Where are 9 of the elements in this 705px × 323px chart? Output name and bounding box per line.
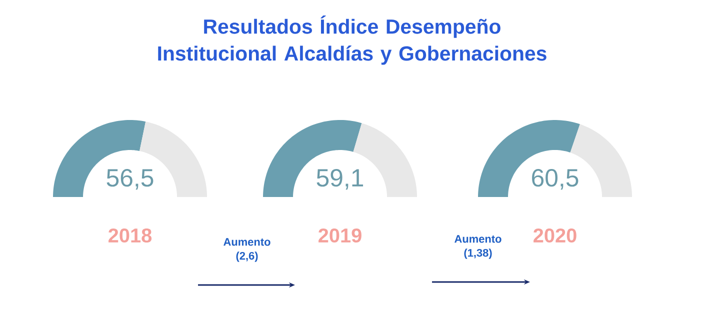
text: Aumento (2,6) bbox=[224, 238, 270, 262]
text: 2019 bbox=[318, 228, 362, 243]
data-label: 56,5 bbox=[106, 169, 154, 190]
data-label: 60,5 bbox=[532, 169, 578, 190]
data-label: 59,1 bbox=[316, 169, 364, 190]
text: Resultados Índice Desempeño Institucional Alcaldías y Gobernaciones bbox=[158, 16, 546, 65]
text: 2020 bbox=[534, 228, 576, 243]
text: Aumento (1,38) bbox=[454, 235, 502, 259]
text: 2018 bbox=[108, 228, 152, 243]
